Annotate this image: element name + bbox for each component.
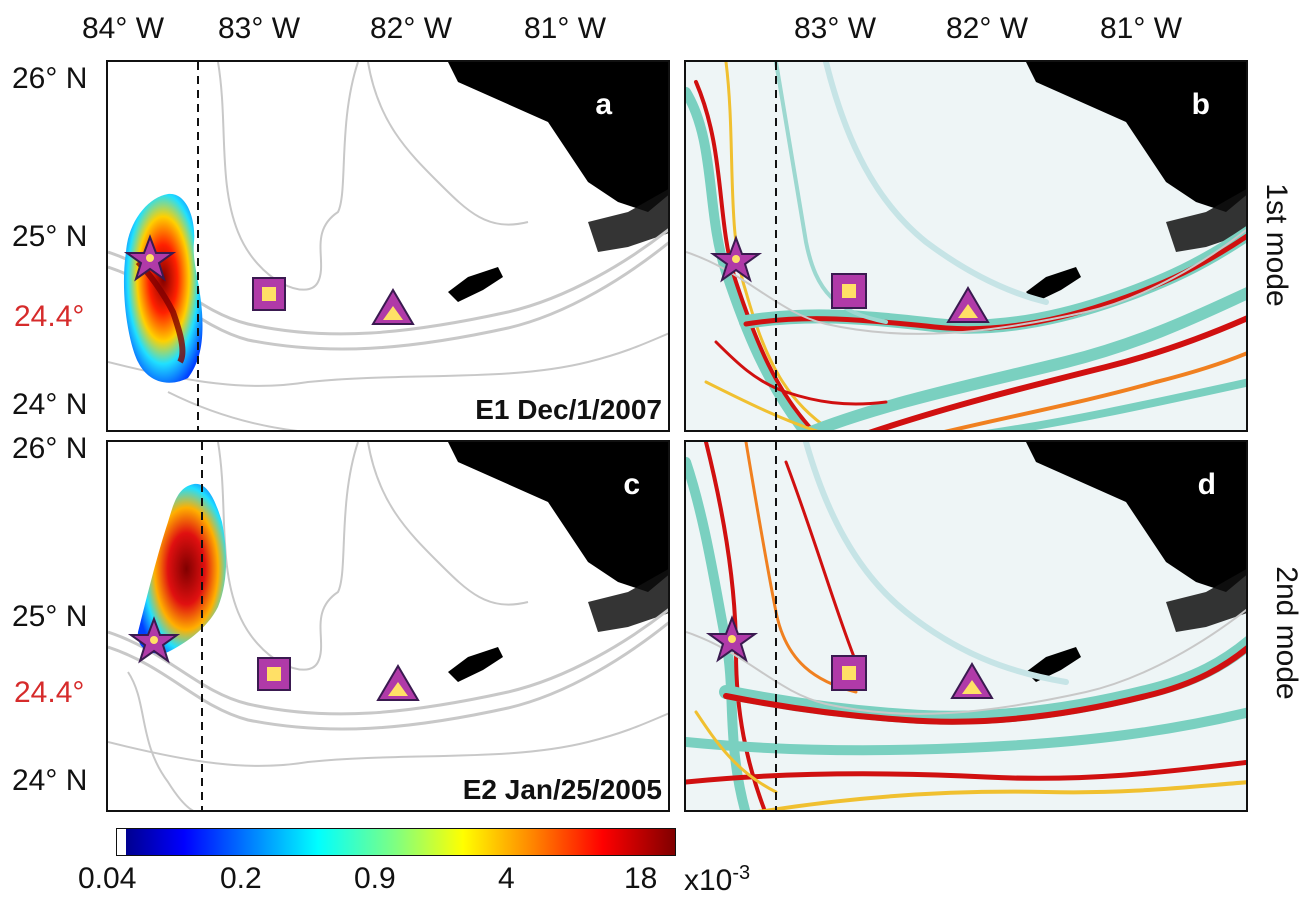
lat-label-24n-bottom: 24° N (12, 764, 88, 797)
panel-c-map (108, 442, 668, 810)
panel-a: a E1 Dec/1/2007 (106, 60, 670, 432)
lat-label-24-4-bottom: 24.4° (14, 676, 85, 709)
panel-b-map (686, 62, 1246, 430)
panel-label-c: c (623, 468, 640, 501)
colorbar-tick-0: 0.04 (78, 862, 137, 895)
colorbar-tick-3: 4 (498, 862, 515, 895)
panel-label-d: d (1197, 468, 1216, 501)
lon-label-81w-right: 81° W (1100, 12, 1183, 45)
lon-label-84w: 84° W (82, 12, 165, 45)
colorbar-tick-4: 18 (624, 862, 658, 895)
colorbar-unit: x10-3 (684, 862, 750, 898)
lon-label-82w: 82° W (370, 12, 453, 45)
lon-label-83w-right: 83° W (794, 12, 877, 45)
colorbar-tick-1: 0.2 (220, 862, 262, 895)
panel-label-a: a (595, 88, 612, 121)
lon-label-82w-right: 82° W (946, 12, 1029, 45)
panel-c: c E2 Jan/25/2005 (106, 440, 670, 812)
lat-label-24-4-top: 24.4° (14, 300, 85, 333)
lat-label-26n-top: 26° N (12, 62, 88, 95)
panel-a-map (108, 62, 668, 430)
mode-label-2nd: 2nd mode (1270, 566, 1303, 700)
lat-label-24n-top: 24° N (12, 388, 88, 421)
panel-d: d (684, 440, 1248, 812)
colorbar-unit-exponent: -3 (732, 862, 751, 884)
panel-b: b (684, 60, 1248, 432)
lat-label-25n-bottom: 25° N (12, 600, 88, 633)
lon-label-81w: 81° W (524, 12, 607, 45)
panel-label-b: b (1191, 88, 1210, 121)
lat-label-26n-bottom: 26° N (12, 432, 88, 465)
lon-label-83w: 83° W (218, 12, 301, 45)
panel-d-map (686, 442, 1246, 810)
mode-label-1st: 1st mode (1260, 183, 1293, 307)
colorbar-tick-2: 0.9 (354, 862, 396, 895)
lat-label-25n-top: 25° N (12, 220, 88, 253)
event-label-e1: E1 Dec/1/2007 (475, 394, 662, 425)
colorbar (116, 828, 676, 856)
event-label-e2: E2 Jan/25/2005 (462, 774, 662, 805)
colorbar-unit-base: x10 (684, 864, 733, 897)
